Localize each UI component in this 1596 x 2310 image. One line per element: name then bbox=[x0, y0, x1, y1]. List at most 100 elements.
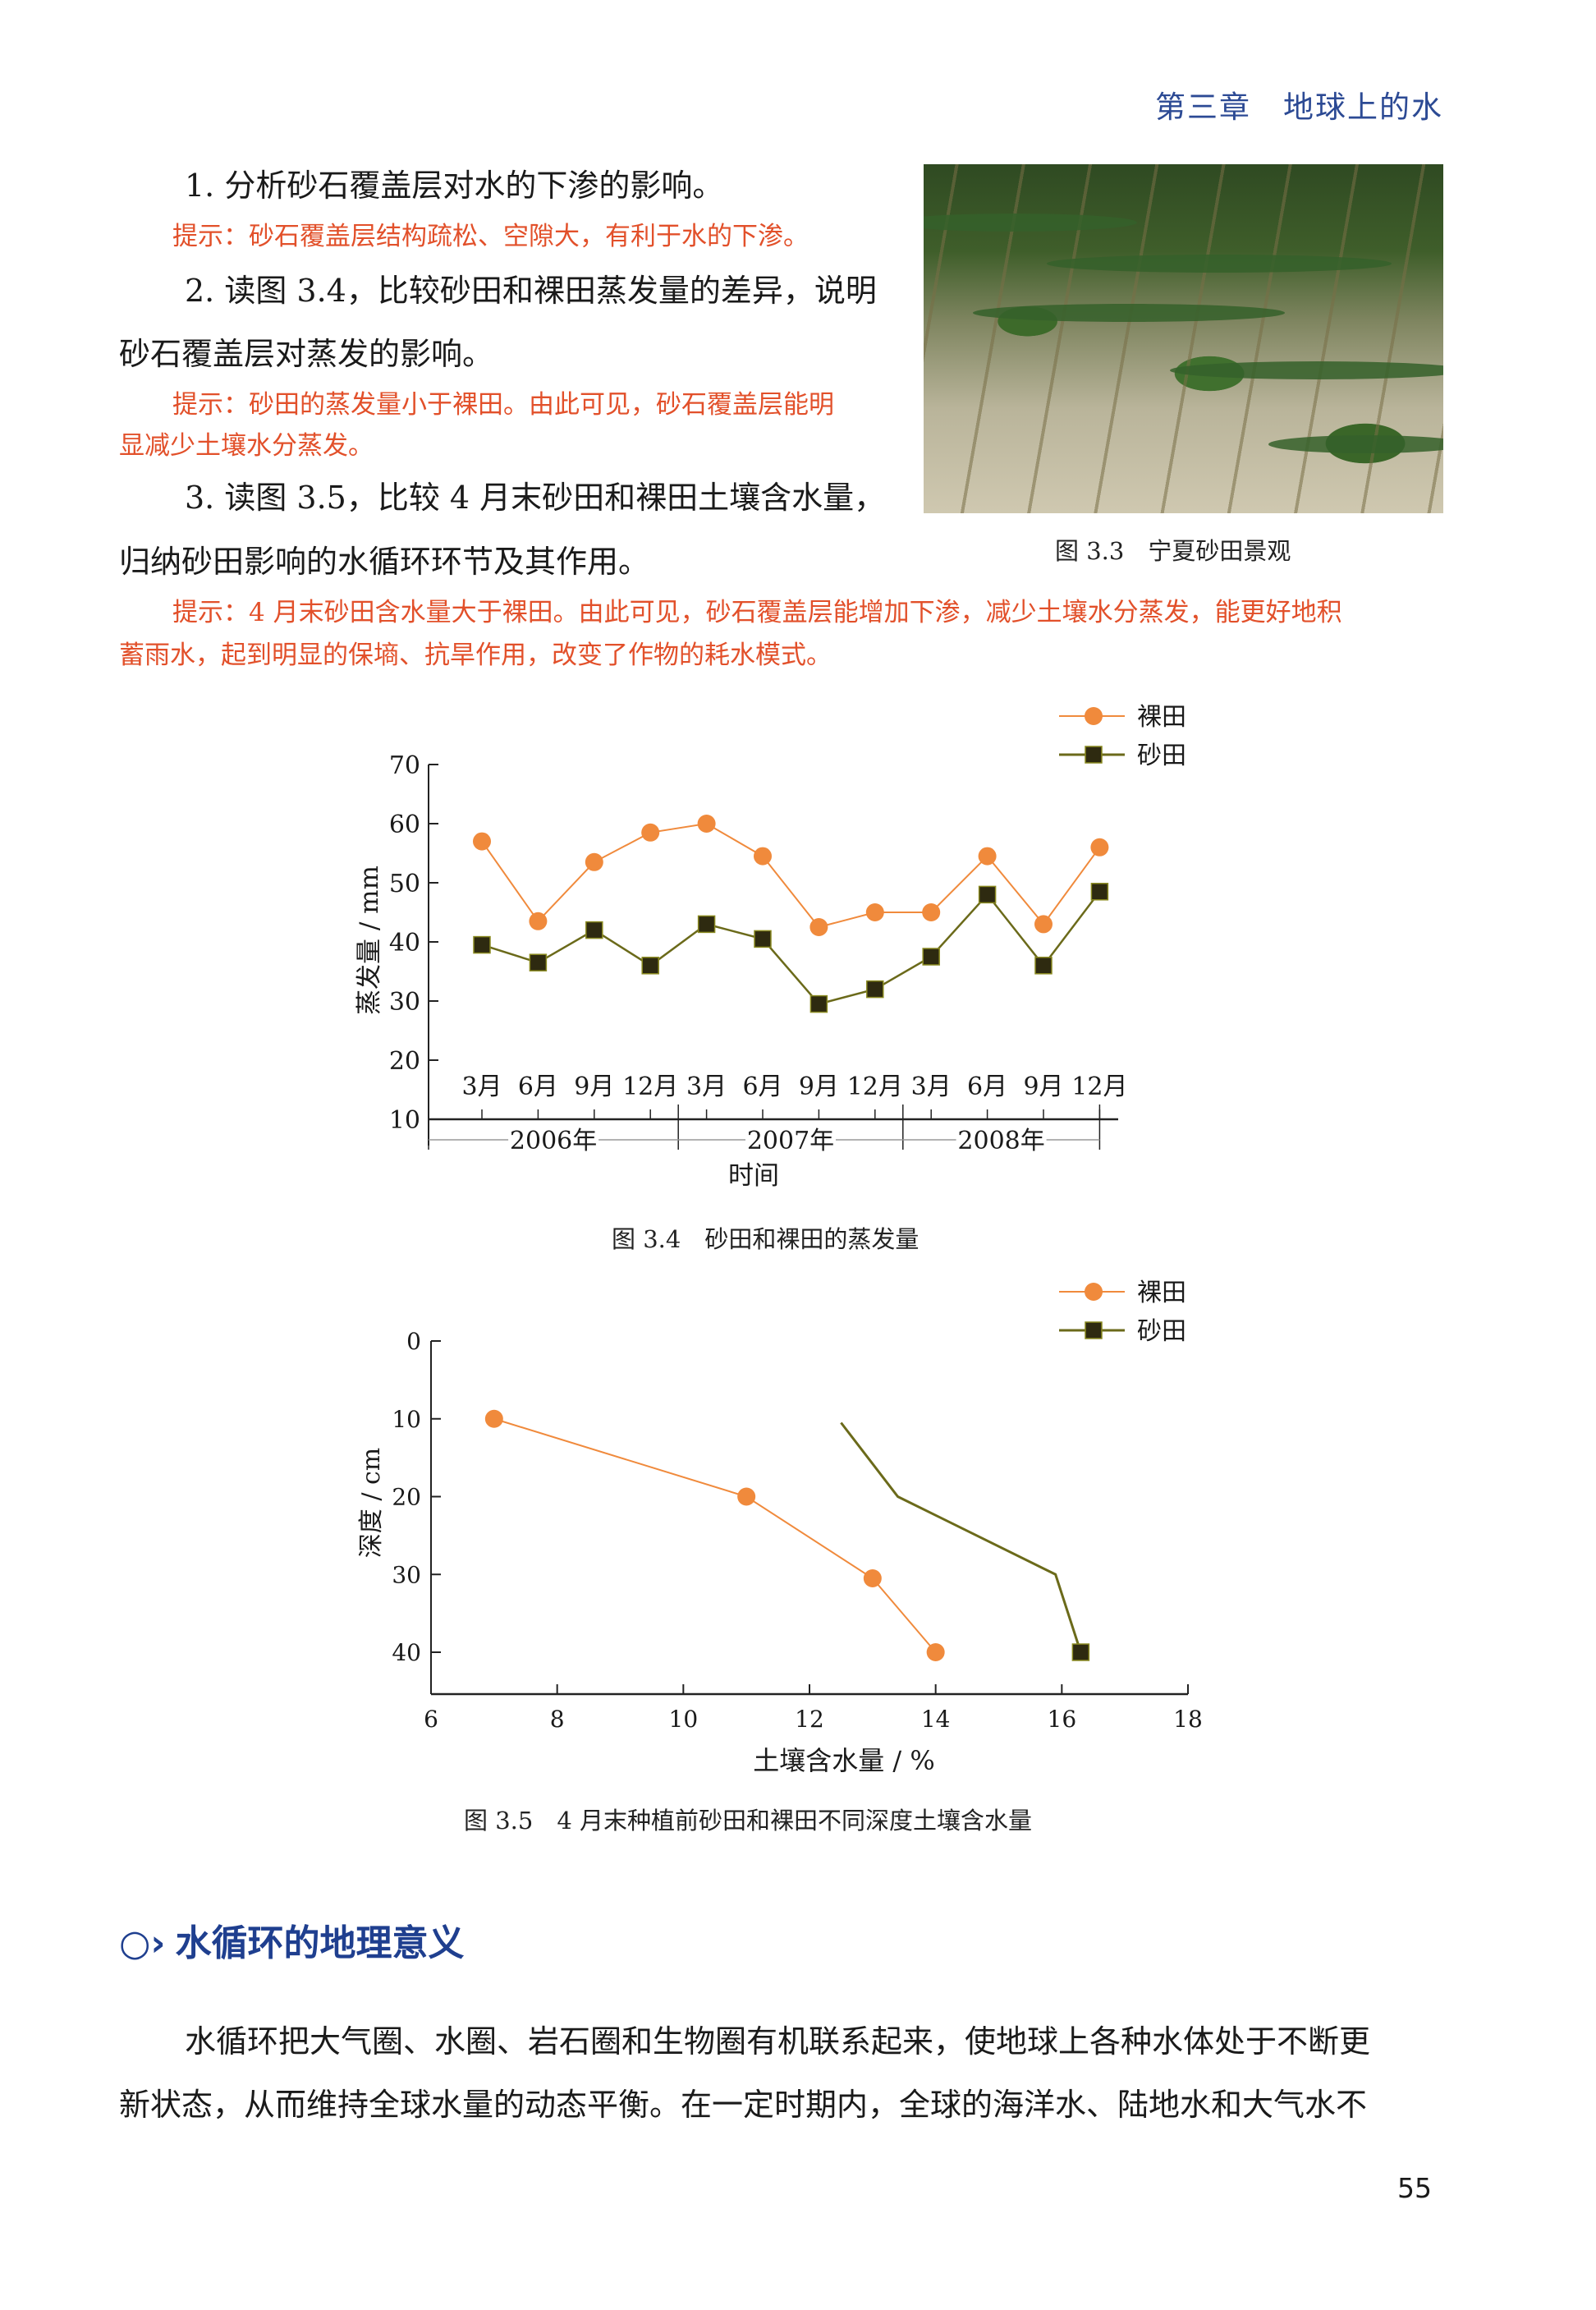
y-tick-label: 70 bbox=[389, 751, 420, 780]
x-tick-label: 12 bbox=[795, 1706, 824, 1733]
y-tick-label: 20 bbox=[392, 1484, 421, 1511]
data-point-bare bbox=[865, 903, 884, 921]
paragraph-line-1: 水循环把大气圈、水圈、岩石圈和生物圈有机联系起来，使地球上各种水体处于不断更 bbox=[185, 2023, 1371, 2060]
x-tick-label: 12月 bbox=[1071, 1072, 1127, 1101]
data-point-bare bbox=[737, 1487, 756, 1506]
year-label-bg bbox=[745, 1125, 836, 1155]
x-tick-label: 3月 bbox=[686, 1072, 727, 1101]
data-point-bare bbox=[863, 1568, 882, 1587]
hint-1: 提示：砂石覆盖层结构疏松、空隙大，有利于水的下渗。 bbox=[172, 222, 809, 251]
x-tick-label: 6 bbox=[424, 1706, 438, 1733]
x-tick-label: 18 bbox=[1173, 1706, 1203, 1733]
chapter-header: 第三章 地球上的水 bbox=[1155, 90, 1443, 125]
page-number: 55 bbox=[1397, 2172, 1432, 2204]
data-point-sand bbox=[641, 957, 659, 975]
y-tick-label: 30 bbox=[392, 1561, 421, 1588]
data-point-bare bbox=[809, 918, 828, 936]
data-point-sand bbox=[922, 948, 940, 966]
year-label: 2007年 bbox=[747, 1127, 834, 1155]
x-tick-label: 6月 bbox=[742, 1072, 782, 1101]
x-tick-label: 12月 bbox=[622, 1072, 678, 1101]
hint-2: 提示：砂田的蒸发量小于裸田。由此可见，砂石覆盖层能明 bbox=[172, 390, 834, 420]
figure-3-4-caption: 图 3.4 砂田和裸田的蒸发量 bbox=[612, 1225, 920, 1253]
y-tick-label: 10 bbox=[392, 1406, 421, 1433]
data-point-sand bbox=[754, 930, 772, 948]
x-tick-label: 3月 bbox=[911, 1072, 952, 1101]
legend-marker-square bbox=[1085, 1321, 1103, 1339]
legend-label: 砂田 bbox=[1137, 1317, 1186, 1346]
x-tick-label: 9月 bbox=[1023, 1072, 1063, 1101]
section-heading: ○› 水循环的地理意义 bbox=[119, 1913, 465, 1966]
y-tick-label: 0 bbox=[406, 1328, 421, 1355]
x-axis-title: 土壤含水量 / % bbox=[753, 1745, 935, 1776]
hint-3: 提示：4 月末砂田含水量大于裸田。由此可见，砂石覆盖层能增加下渗，减少土壤水分蒸… bbox=[172, 598, 1342, 627]
y-axis-title: 蒸发量 / mm bbox=[355, 866, 384, 1015]
y-tick-label: 10 bbox=[389, 1106, 420, 1135]
data-point-sand bbox=[585, 921, 603, 939]
series-line-sand bbox=[840, 1421, 1082, 1653]
hint-2-cont: 显减少土壤水分蒸发。 bbox=[119, 431, 374, 461]
section-title: 水循环的地理意义 bbox=[175, 1922, 465, 1964]
x-tick-label: 12月 bbox=[847, 1072, 903, 1101]
ningxia-sand-field-photo bbox=[924, 164, 1443, 513]
y-tick-label: 60 bbox=[389, 811, 420, 839]
x-axis-title: 时间 bbox=[728, 1161, 779, 1191]
data-point-bare bbox=[484, 1409, 503, 1428]
y-tick-label: 50 bbox=[389, 870, 420, 898]
figure-3-5-caption: 图 3.5 4 月末种植前砂田和裸田不同深度土壤含水量 bbox=[464, 1807, 1033, 1835]
series-line-bare bbox=[481, 822, 1101, 929]
x-tick-label: 9月 bbox=[799, 1072, 839, 1101]
year-label-bg bbox=[956, 1125, 1047, 1155]
data-point-sand bbox=[697, 915, 716, 934]
x-tick-label: 10 bbox=[669, 1706, 699, 1733]
x-tick-label: 8 bbox=[550, 1706, 565, 1733]
x-tick-label: 14 bbox=[921, 1706, 951, 1733]
data-point-bare bbox=[697, 815, 716, 833]
arrow-circle-icon: ○› bbox=[119, 1922, 166, 1964]
data-point-bare bbox=[926, 1643, 945, 1661]
legend-label: 裸田 bbox=[1137, 703, 1186, 732]
data-point-sand bbox=[1071, 1643, 1090, 1661]
photo-caption: 图 3.3 宁夏砂田景观 bbox=[1055, 537, 1291, 565]
x-tick-label: 6月 bbox=[518, 1072, 558, 1101]
x-tick-label: 3月 bbox=[461, 1072, 502, 1101]
year-label: 2006年 bbox=[510, 1127, 597, 1155]
legend-label: 裸田 bbox=[1137, 1279, 1186, 1307]
legend-marker-circle bbox=[1085, 707, 1103, 725]
y-tick-label: 40 bbox=[392, 1639, 421, 1666]
data-point-bare bbox=[641, 823, 660, 842]
data-point-bare bbox=[585, 852, 603, 871]
data-point-bare bbox=[978, 847, 997, 866]
evaporation-chart: 10 20 30 40 50 60 70 3月 6月 9月 12月 3月 6月 9月 12月 3月 6月 9月 12… bbox=[355, 703, 1186, 1191]
data-point-bare bbox=[1090, 838, 1109, 856]
question-3-cont: 归纳砂田影响的水循环环节及其作用。 bbox=[119, 544, 650, 580]
year-label-bg bbox=[508, 1125, 599, 1155]
x-tick-label: 6月 bbox=[967, 1072, 1007, 1101]
data-point-bare bbox=[1034, 915, 1053, 934]
question-2: 2. 读图 3.4，比较砂田和裸田蒸发量的差异，说明 bbox=[185, 273, 877, 309]
legend-marker-square bbox=[1085, 746, 1103, 764]
data-point-bare bbox=[922, 903, 941, 921]
paragraph-line-2: 新状态，从而维持全球水量的动态平衡。在一定时期内，全球的海洋水、陆地水和大气水不 bbox=[119, 2087, 1368, 2123]
y-tick-label: 40 bbox=[389, 929, 420, 958]
question-1: 1. 分析砂石覆盖层对水的下渗的影响。 bbox=[185, 168, 724, 204]
question-3: 3. 读图 3.5，比较 4 月末砂田和裸田土壤含水量， bbox=[185, 480, 886, 516]
year-label: 2008年 bbox=[957, 1127, 1044, 1155]
data-point-sand bbox=[809, 994, 828, 1013]
y-axis-title: 深度 / cm bbox=[357, 1448, 386, 1558]
data-point-bare bbox=[754, 847, 772, 866]
question-2-cont: 砂石覆盖层对蒸发的影响。 bbox=[119, 336, 494, 372]
x-tick-label: 9月 bbox=[574, 1072, 614, 1101]
x-tick-label: 16 bbox=[1048, 1706, 1077, 1733]
data-point-bare bbox=[473, 832, 491, 851]
soil-moisture-chart: 0 10 20 30 40 6 8 10 12 14 16 18 土壤含水量 / % 深度 / cm 裸田砂… bbox=[357, 1279, 1203, 1776]
data-point-sand bbox=[1090, 883, 1109, 901]
data-point-sand bbox=[866, 980, 884, 999]
hint-3-cont: 蓄雨水，起到明显的保墒、抗旱作用，改变了作物的耗水模式。 bbox=[119, 641, 832, 670]
data-point-sand bbox=[473, 935, 491, 954]
data-point-sand bbox=[978, 885, 997, 904]
data-point-sand bbox=[1034, 957, 1053, 975]
data-point-sand bbox=[529, 953, 548, 971]
